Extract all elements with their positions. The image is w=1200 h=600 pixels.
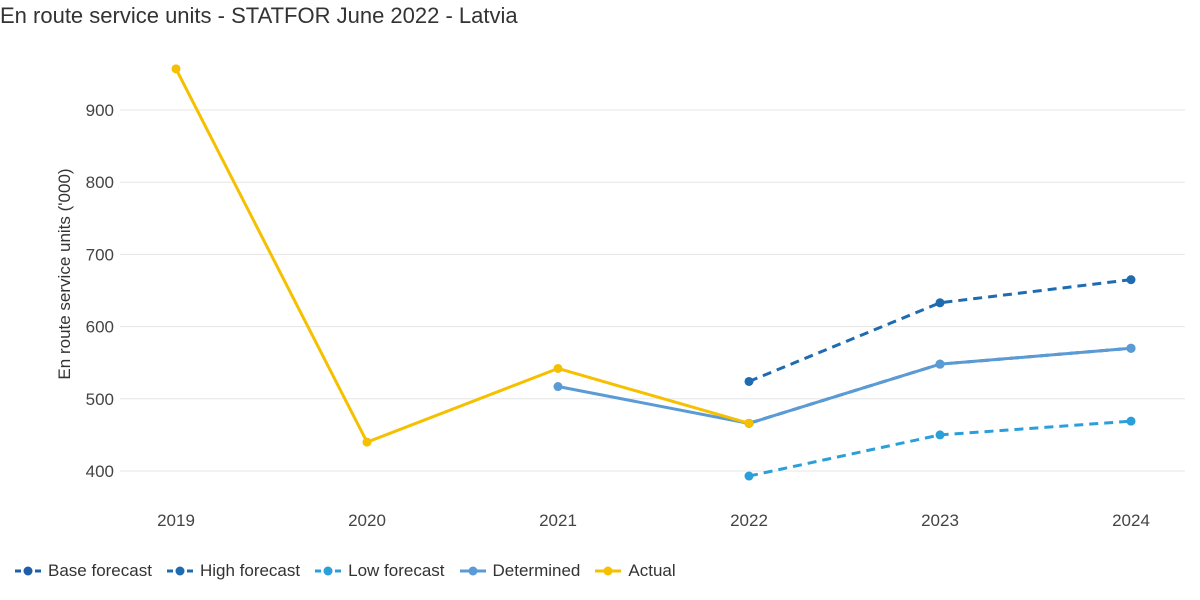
legend-swatch-icon [315,566,342,576]
series-base-forecast [744,343,1136,428]
data-point[interactable] [935,359,945,369]
legend-swatch-icon [595,566,622,576]
y-axis-ticks: 400 500 600 700 800 900 [86,101,114,481]
legend-item-low-forecast[interactable]: Low forecast [314,561,445,581]
legend-swatch-icon [166,566,193,576]
data-point[interactable] [362,437,372,447]
x-tick-label: 2020 [348,511,386,530]
series-high-forecast [744,275,1136,386]
data-point[interactable] [1126,275,1136,285]
x-tick-label: 2019 [157,511,195,530]
data-point[interactable] [171,64,181,74]
x-tick-label: 2021 [539,511,577,530]
data-point[interactable] [744,418,754,428]
x-tick-label: 2023 [921,511,959,530]
x-tick-label: 2022 [730,511,768,530]
series-low-forecast [744,416,1136,481]
legend-label: Low forecast [348,561,445,580]
legend-label: Determined [492,561,581,580]
data-point[interactable] [935,430,945,440]
data-point[interactable] [935,298,945,308]
legend: Base forecast High forecast Low forecast De… [14,561,676,581]
y-tick-label: 800 [86,173,114,192]
y-axis-label: En route service units ('000) [55,168,74,379]
legend-label: Actual [628,561,676,580]
grid-lines [120,109,1185,472]
legend-item-base-forecast[interactable]: Base forecast [14,561,152,581]
data-point[interactable] [1126,416,1136,426]
y-tick-label: 700 [86,245,114,264]
series-line [557,346,1132,425]
series-line [748,419,1132,478]
legend-label: Base forecast [48,561,152,580]
data-point[interactable] [744,471,754,481]
chart-title: En route service units - STATFOR June 20… [0,3,518,28]
legend-item-actual[interactable]: Actual [594,561,676,581]
data-point[interactable] [744,376,754,386]
series-line [748,278,1132,383]
series-line [748,346,1132,425]
series-group [171,64,1136,481]
data-point[interactable] [553,382,563,392]
data-point[interactable] [1126,343,1136,353]
series-actual [171,64,754,447]
legend-swatch-icon [15,566,41,576]
legend-swatch-icon [459,566,486,576]
legend-label: High forecast [199,561,301,580]
y-tick-label: 500 [86,390,114,409]
legend-item-determined[interactable]: Determined [459,561,581,581]
x-axis-ticks: 2019 2020 2021 2022 2023 2024 [157,511,1150,530]
x-tick-label: 2024 [1112,511,1150,530]
series-line [174,68,750,444]
series-determined [553,343,1136,428]
y-tick-label: 400 [86,462,114,481]
legend-item-high-forecast[interactable]: High forecast [166,561,300,581]
y-tick-label: 900 [86,101,114,120]
data-point[interactable] [553,363,563,373]
y-tick-label: 600 [86,318,114,337]
